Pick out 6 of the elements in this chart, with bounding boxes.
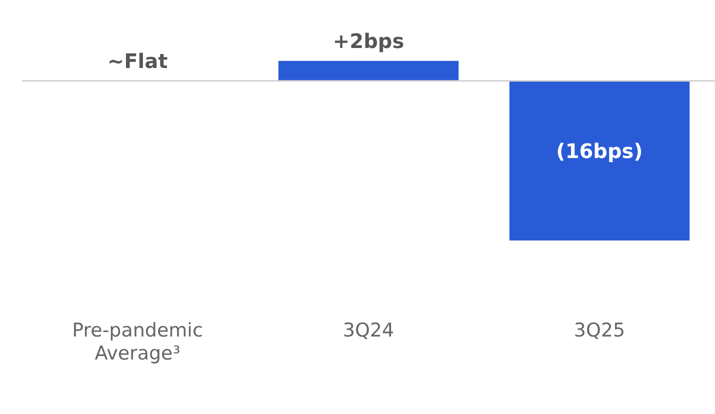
data-label: (16bps): [556, 138, 643, 163]
x-tick-label: Pre-pandemic Average³: [72, 320, 203, 365]
data-label: ~Flat: [107, 49, 168, 74]
data-label: +2bps: [332, 29, 404, 54]
x-tick-label: 3Q25: [574, 320, 626, 342]
x-tick-label: 3Q24: [342, 320, 394, 342]
